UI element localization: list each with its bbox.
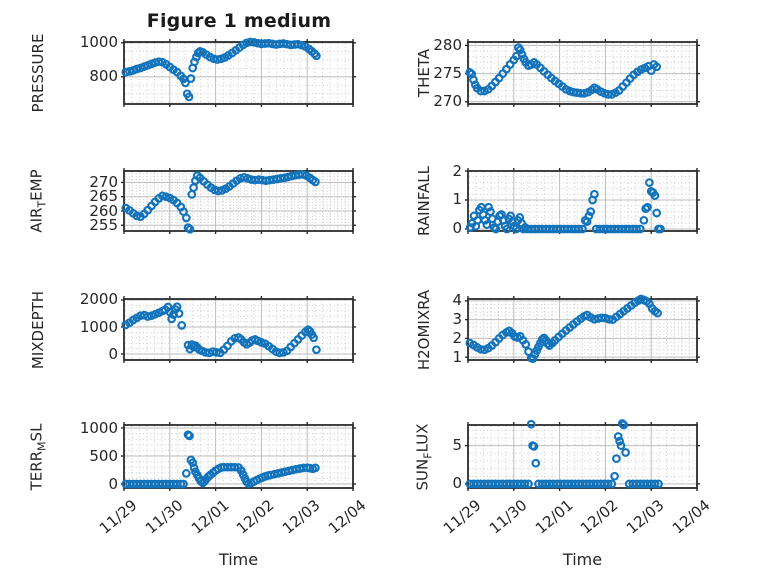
ytick-label-air-temp: 265: [89, 187, 118, 206]
ytick-label-rainfall: 2: [452, 161, 462, 180]
ytick-label-theta: 270: [433, 92, 462, 111]
series-terr-msl: [121, 430, 320, 489]
ytick-label-h2omixra: 2: [452, 328, 462, 347]
series-h2omixra: [465, 294, 662, 364]
subplot-theta: [465, 39, 700, 107]
ytick-label-mixdepth: 1000: [79, 317, 118, 336]
ytick-label-sun-flux: 0: [452, 474, 462, 493]
ytick-label-theta: 280: [433, 35, 462, 54]
ytick-label-terr-msl: 1000: [79, 418, 118, 437]
ytick-label-terr-msl: 500: [89, 446, 118, 465]
ytick-label-mixdepth: 2000: [79, 290, 118, 309]
subplot-pressure: [121, 37, 356, 107]
series-rainfall: [465, 178, 665, 234]
series-air-temp: [121, 170, 320, 234]
xaxis-label-right: Time: [562, 550, 603, 569]
ylabel-terr-msl: TERRMSL: [27, 423, 49, 490]
ytick-label-sun-flux: 5: [452, 436, 462, 455]
ylabel-h2omixra: H2OMIXRA: [415, 289, 433, 370]
subplot-terr-msl: [121, 422, 356, 491]
ytick-label-air-temp: 260: [89, 201, 118, 220]
ylabel-sun-flux: SUNFLUX: [413, 423, 435, 490]
ytick-label-h2omixra: 1: [452, 347, 462, 366]
ylabel-theta: THETA: [415, 48, 433, 98]
subplot-h2omixra: [465, 294, 700, 364]
ytick-label-terr-msl: 0: [108, 474, 118, 493]
series-theta: [465, 43, 662, 99]
series-pressure: [121, 37, 321, 102]
ylabel-rainfall: RAINFALL: [415, 166, 433, 236]
ytick-label-pressure: 800: [89, 67, 118, 86]
ytick-label-air-temp: 270: [89, 172, 118, 191]
series-sun-flux: [465, 419, 663, 489]
subplot-air-temp: [121, 168, 356, 234]
ylabel-mixdepth: MIXDEPTH: [29, 290, 47, 369]
subplot-rainfall: [465, 168, 700, 234]
series-mixdepth: [121, 302, 321, 358]
ylabel-pressure: PRESSURE: [29, 33, 47, 113]
ytick-label-h2omixra: 3: [452, 310, 462, 329]
ytick-label-air-temp: 255: [89, 215, 118, 234]
subplot-mixdepth: [121, 296, 356, 363]
ytick-label-rainfall: 1: [452, 190, 462, 209]
ytick-label-theta: 275: [433, 64, 462, 83]
ytick-label-mixdepth: 0: [108, 344, 118, 363]
xaxis-label-left: Time: [218, 550, 259, 569]
figure-title: Figure 1 medium: [146, 10, 332, 32]
ylabel-air-temp: AIRTEMP: [27, 169, 49, 233]
subplot-sun-flux: [465, 419, 700, 491]
ytick-label-rainfall: 0: [452, 219, 462, 238]
ytick-label-h2omixra: 4: [452, 291, 462, 310]
ytick-label-pressure: 1000: [79, 33, 118, 52]
